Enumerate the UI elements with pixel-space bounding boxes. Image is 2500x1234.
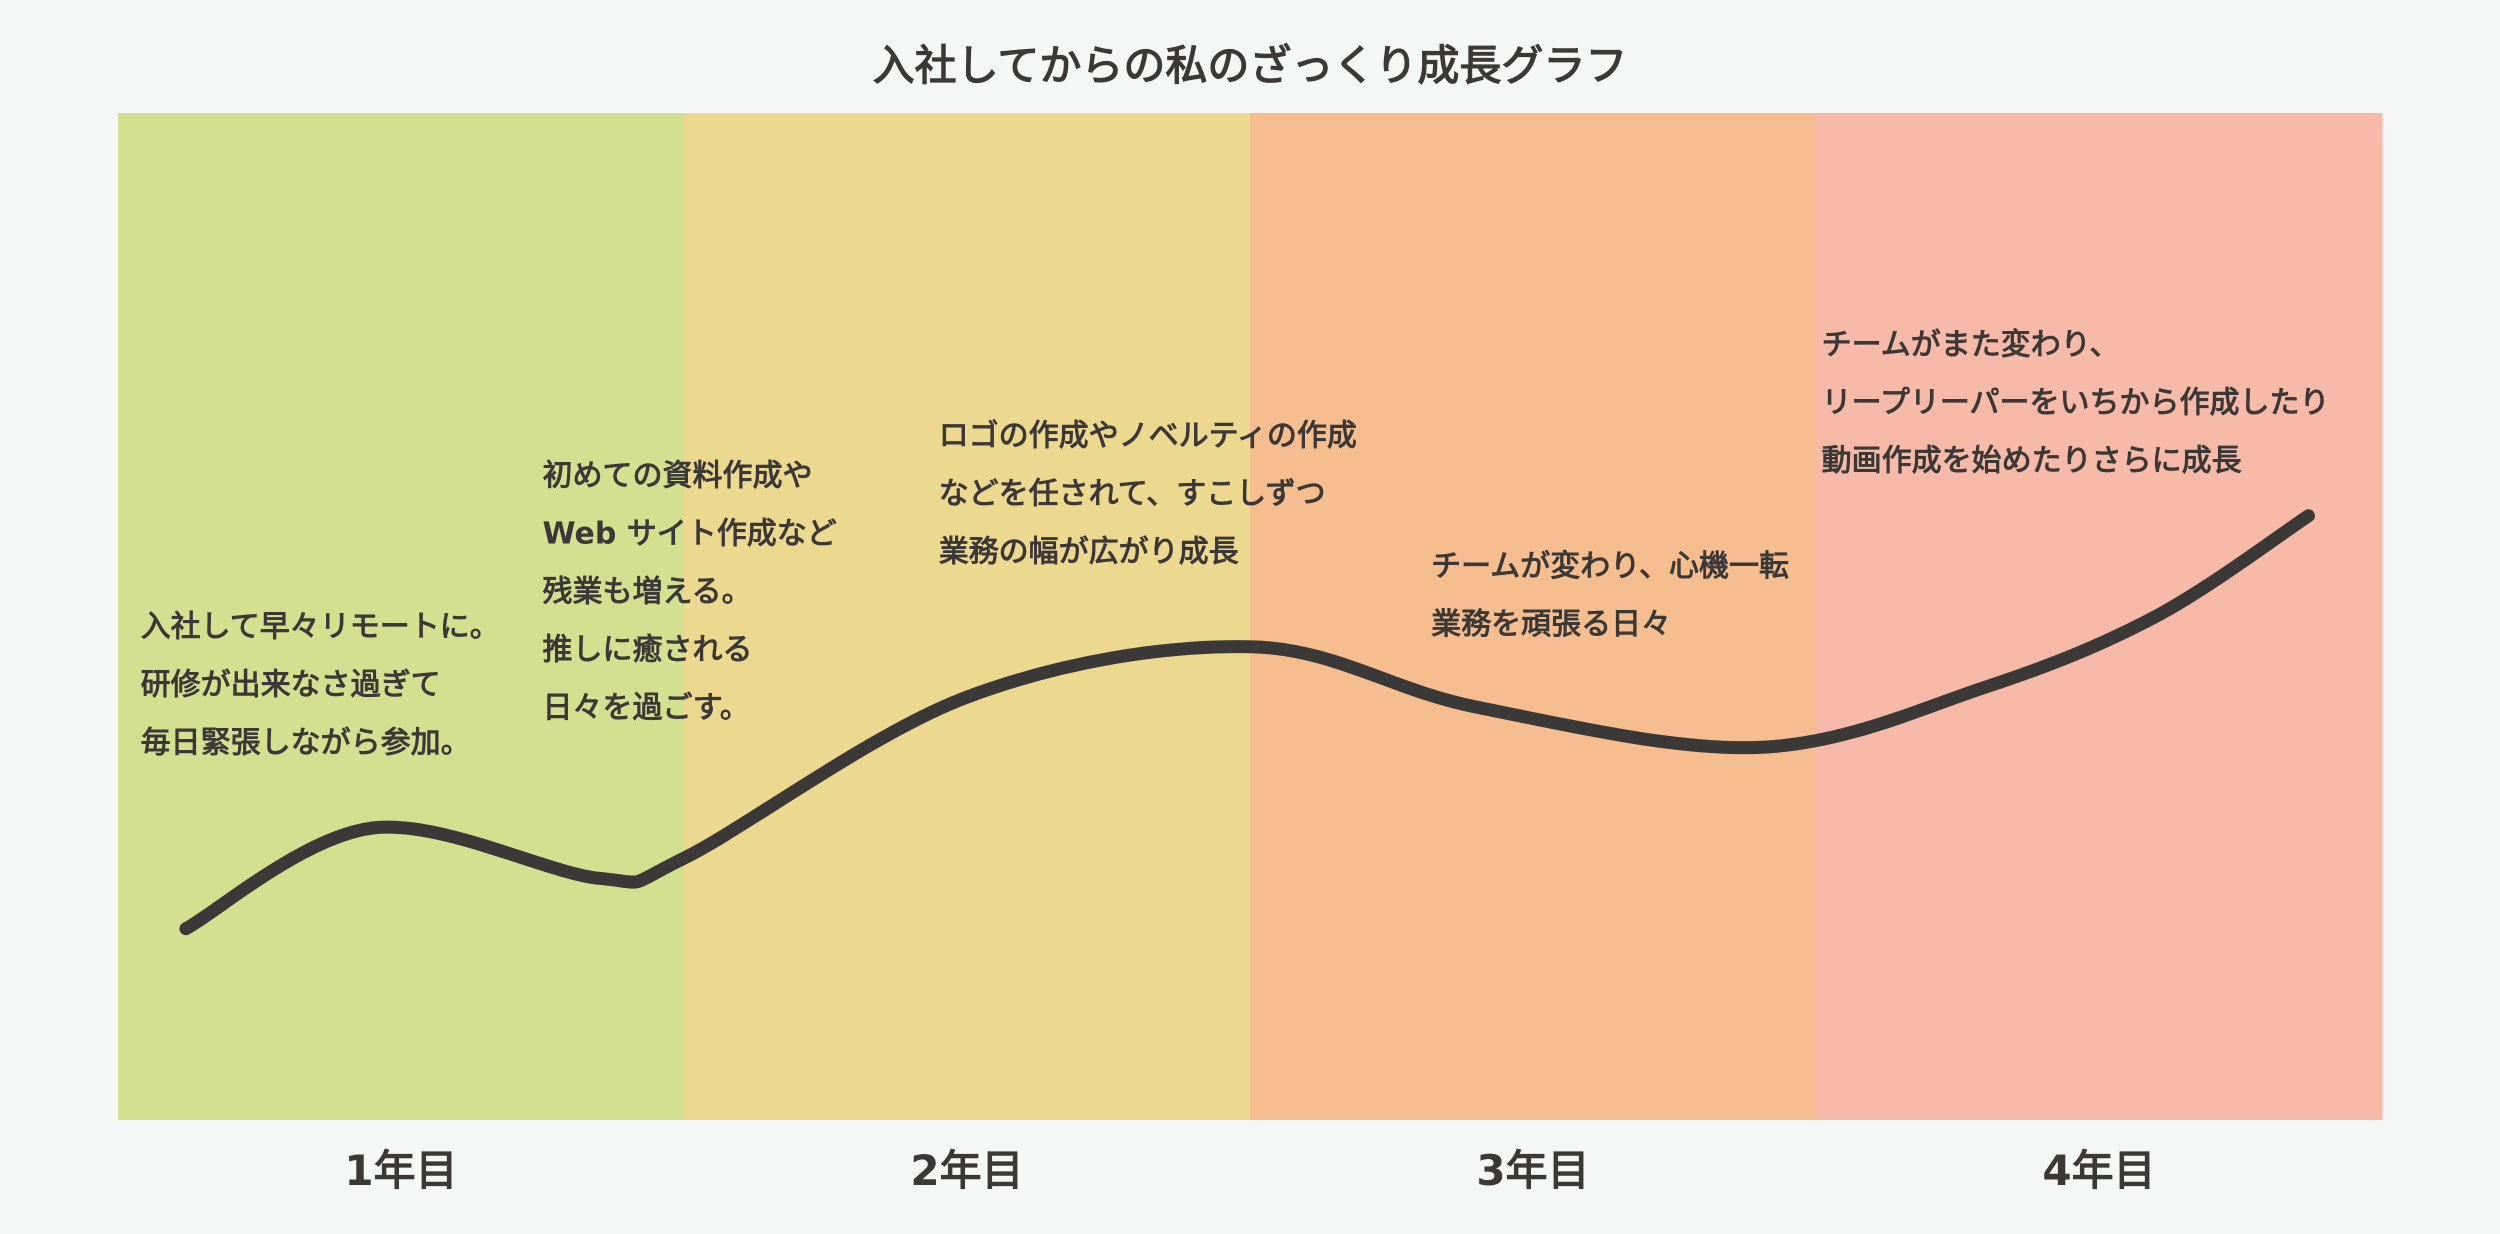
annotation-line: チームが変わり、心機一転 [1431,549,1789,584]
x-tick-label: 3年目 [1476,1146,1589,1195]
x-tick-label: 1年目 [344,1146,457,1195]
annotation-line: 業務を頑張る日々 [1431,607,1671,642]
year-bands [118,113,2383,1120]
annotation-line: 入社して早々リモートに。 [141,610,500,645]
annotation-line: 初めての資料作成や [543,459,813,494]
annotation-line: 研修が出来なさ過ぎて [141,668,441,703]
annotation-line: 毎日緊張しながら参加。 [141,726,471,761]
x-tick-label: 4年目 [2042,1146,2155,1195]
chart-title: 入社してからの私のざっくり成長グラフ [873,41,1628,90]
annotation-line: 推しに癒される [543,633,753,668]
annotation-5: チームがまた変わり、リープリーパーをいちから作成したり動画作成を始めたりさらに成… [1822,328,2330,479]
year-band-4 [1816,113,2383,1120]
annotations-layer: 入社して早々リモートに。研修が出来なさ過ぎて毎日緊張しながら参加。初めての資料作… [141,328,2330,761]
annotation-line: チームがまた変わり、 [1822,328,2120,363]
year-band-2 [684,113,1251,1120]
year-band-1 [118,113,685,1120]
growth-line [179,509,2315,936]
annotation-line: Web サイト作成など [543,517,837,552]
annotation-line: 残業も増える。 [543,575,752,610]
year-band-3 [1250,113,1817,1120]
x-tick-label: 2年目 [910,1146,1023,1195]
annotation-line: 業務の幅が広がり成長 [939,534,1240,569]
annotation-line: ロゴの作成やノベルティの作成 [939,418,1357,453]
annotation-line: リープリーパーをいちから作成したり [1822,386,2330,421]
annotation-line: 動画作成を始めたりさらに成長 [1822,444,2243,479]
annotation-line: 日々を過ごす。 [543,691,750,726]
annotation-line: などを任されて、すこしずつ [939,476,1326,511]
growth-line-layer [179,509,2315,936]
annotation-2: 初めての資料作成や Web サイト作成など残業も増える。推しに癒される日々を過ごす… [543,459,837,726]
x-axis-ticks: 1年目 2年目 3年目 4年目 [344,1146,2155,1195]
